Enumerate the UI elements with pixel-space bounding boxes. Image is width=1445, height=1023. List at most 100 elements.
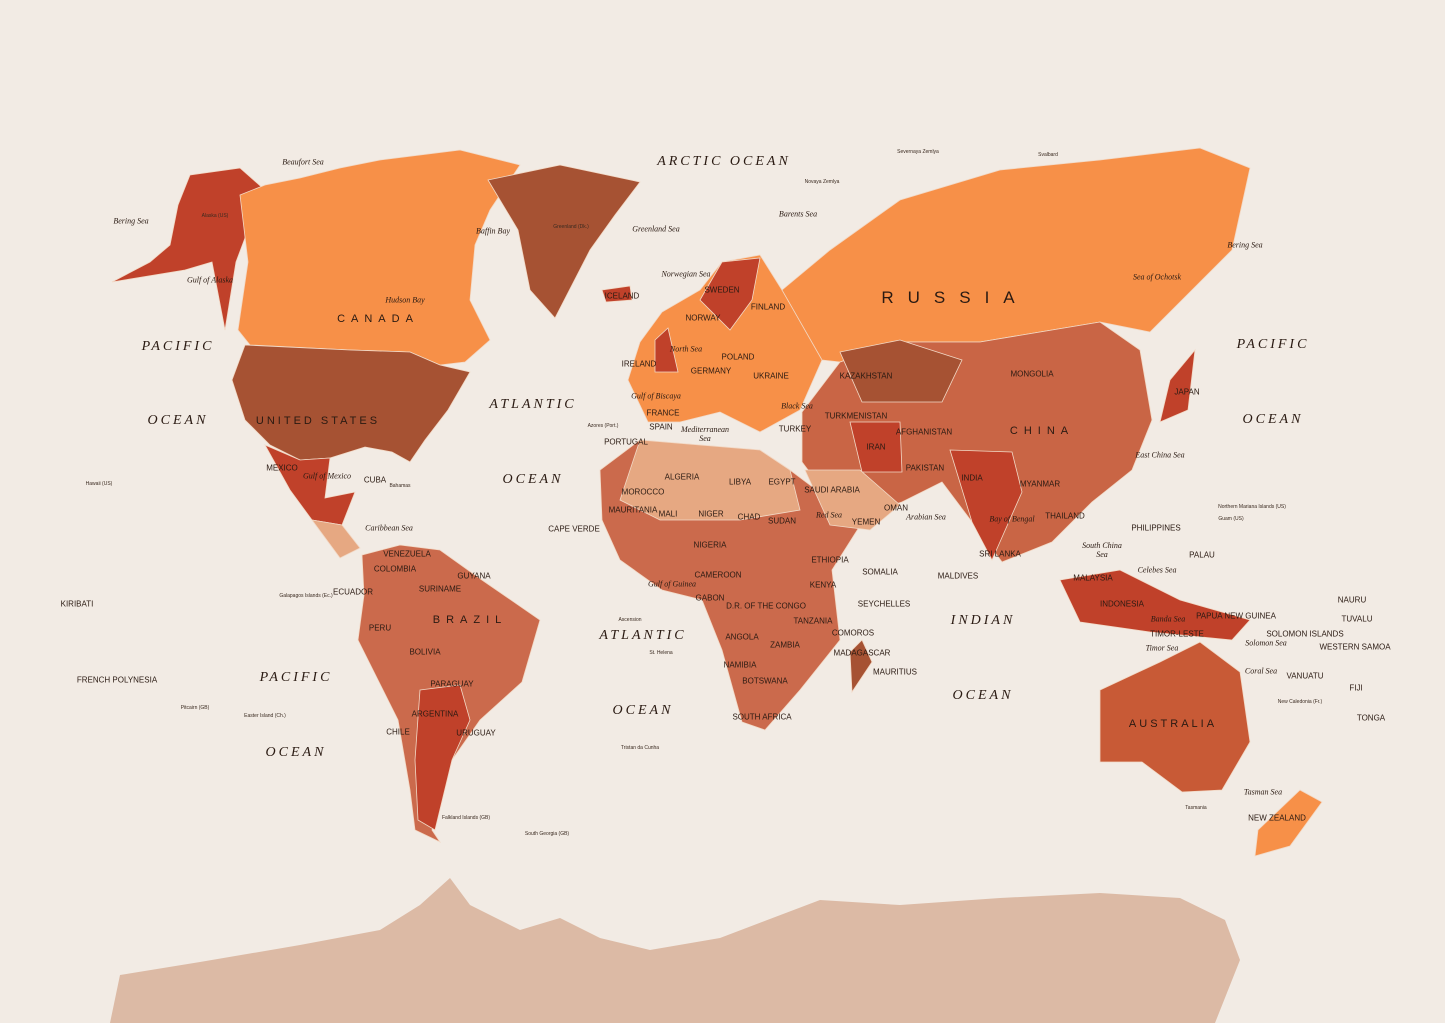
land-united-states (231, 344, 471, 463)
place-label: MADAGASCAR (833, 648, 891, 658)
place-label: JAPAN (1174, 387, 1200, 397)
place-label: KENYA (809, 580, 837, 590)
sea-label: Caribbean Sea (365, 523, 413, 533)
ocean-label: OCEAN (952, 688, 1014, 703)
place-label: SURINAME (418, 584, 462, 594)
place-label: PORTUGAL (604, 437, 648, 447)
land-iceland (601, 285, 633, 303)
land-uk (654, 327, 679, 373)
place-label: MYANMAR (1019, 479, 1061, 489)
place-label: SPAIN (649, 422, 673, 432)
place-label: IRAN (866, 442, 886, 452)
place-label: Novaya Zemlya (804, 179, 840, 185)
place-label: GUYANA (457, 571, 491, 581)
place-label: NAMIBIA (723, 660, 757, 670)
place-label: MAURITIUS (873, 667, 917, 677)
country-label-major: BRAZIL (432, 614, 508, 626)
sea-label: Barents Sea (778, 209, 818, 219)
place-label: FRANCE (646, 408, 680, 418)
sea-label: East China Sea (1135, 450, 1185, 460)
place-label: CHILE (386, 727, 410, 737)
place-label: ICELAND (604, 291, 640, 301)
place-label: Svalbard (1038, 152, 1058, 158)
place-label: St. Helena (649, 650, 673, 656)
place-label: COMOROS (831, 628, 875, 638)
land-russia (781, 147, 1251, 363)
country-label-major: UNITED STATES (255, 415, 381, 427)
land-mexico (264, 444, 356, 526)
place-label: SEYCHELLES (857, 599, 911, 609)
place-label: PAPUA NEW GUINEA (1196, 611, 1276, 621)
land-argentina (414, 684, 471, 831)
ocean-label: OCEAN (1242, 412, 1304, 427)
place-label: Bahamas (389, 483, 411, 489)
sea-label: North Sea (669, 344, 703, 354)
place-label: EGYPT (768, 477, 796, 487)
place-label: COLOMBIA (373, 564, 417, 574)
sea-label: Coral Sea (1244, 666, 1278, 676)
country-label-major: RUSSIA (881, 288, 1029, 307)
ocean-label: PACIFIC (141, 339, 215, 354)
country-label-major: AUSTRALIA (1128, 718, 1218, 730)
place-label: Pitcairn (GB) (180, 705, 210, 711)
sea-label: Tasman Sea (1243, 787, 1283, 797)
ocean-label: ARCTIC OCEAN (657, 154, 791, 169)
place-label: Azores (Port.) (587, 423, 619, 429)
place-label: URUGUAY (456, 728, 496, 738)
place-label: INDONESIA (1099, 599, 1145, 609)
sea-label: Bering Sea (1227, 240, 1263, 250)
sea-label: Mediterranean Sea (681, 425, 729, 443)
place-label: MEXICO (266, 463, 298, 473)
land-iran (849, 421, 903, 473)
sea-label: Gulf of Biscaya (631, 391, 681, 401)
place-label: NORWAY (685, 313, 721, 323)
place-label: BOLIVIA (409, 647, 441, 657)
place-label: Northern Mariana Islands (US) (1218, 504, 1286, 510)
place-label: Falkland Islands (GB) (441, 815, 491, 821)
sea-label: Sea of Ochotsk (1133, 272, 1181, 282)
place-label: UKRAINE (753, 371, 789, 381)
sea-label: Black Sea (781, 401, 813, 411)
sea-label: Gulf of Alaska (186, 275, 234, 285)
place-label: MALDIVES (937, 571, 979, 581)
sea-label: Bay of Bengal (989, 514, 1035, 524)
place-label: NAURU (1337, 595, 1367, 605)
place-label: SWEDEN (704, 285, 740, 295)
place-label: LIBYA (728, 477, 752, 487)
place-label: TONGA (1356, 713, 1386, 723)
ocean-label: OCEAN (147, 413, 209, 428)
place-label: ANGOLA (725, 632, 759, 642)
place-label: SAUDI ARABIA (804, 485, 860, 495)
land-madagascar (849, 639, 873, 694)
place-label: VANUATU (1286, 671, 1324, 681)
place-label: FIJI (1349, 683, 1363, 693)
place-label: VENEZUELA (383, 549, 431, 559)
place-label: NIGER (698, 509, 724, 519)
ocean-label: INDIAN (950, 613, 1016, 628)
place-label: Severnaya Zemlya (897, 149, 939, 155)
sea-label: Celebes Sea (1137, 565, 1177, 575)
place-label: MALI (658, 509, 678, 519)
place-label: GABON (695, 593, 725, 603)
place-label: GERMANY (690, 366, 732, 376)
ocean-label: PACIFIC (259, 670, 333, 685)
land-japan (1159, 348, 1196, 423)
place-label: PALAU (1189, 550, 1215, 560)
place-label: MONGOLIA (1010, 369, 1054, 379)
place-label: TURKMENISTAN (824, 411, 888, 421)
sea-label: Norwegian Sea (661, 269, 711, 279)
place-label: Ascension (618, 617, 642, 623)
place-label: MOROCCO (621, 487, 665, 497)
land-new-zealand (1254, 789, 1323, 857)
place-label: Hawaii (US) (85, 481, 113, 487)
ocean-label: PACIFIC (1236, 337, 1310, 352)
place-label: THAILAND (1045, 511, 1085, 521)
sea-label: Solomon Sea (1245, 638, 1287, 648)
place-label: KAZAKHSTAN (839, 371, 893, 381)
place-label: D.R. OF THE CONGO (726, 601, 806, 611)
place-label: PERU (368, 623, 392, 633)
place-label: TIMOR-LESTE (1150, 629, 1204, 639)
place-label: BOTSWANA (742, 676, 788, 686)
place-label: FRENCH POLYNESIA (76, 675, 158, 685)
